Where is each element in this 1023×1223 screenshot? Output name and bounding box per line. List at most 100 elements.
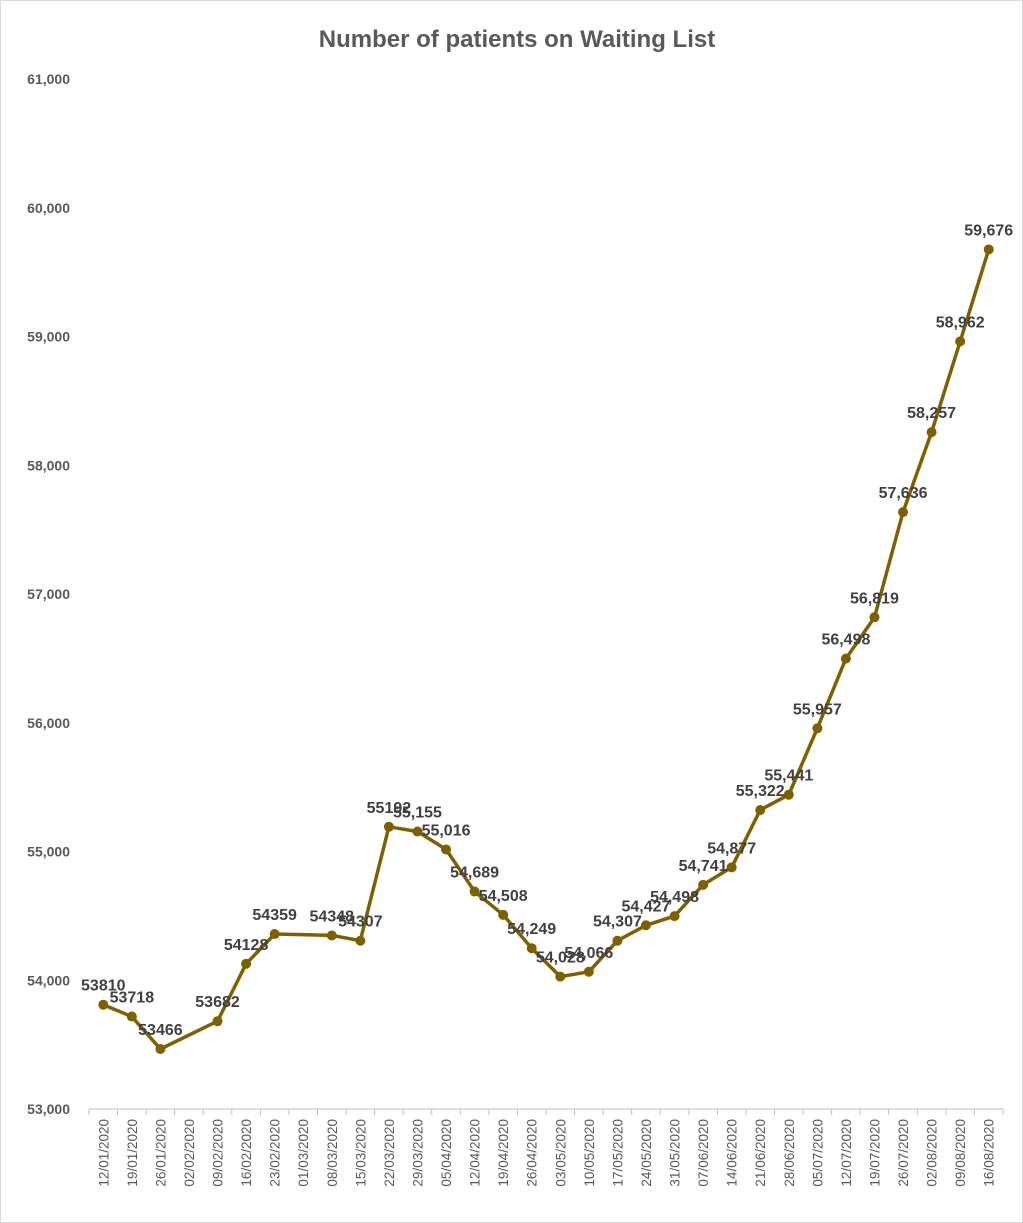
x-tick-label: 07/06/2020 [696,1119,711,1187]
x-tick-label: 05/07/2020 [810,1119,825,1187]
x-tick-label: 15/03/2020 [353,1119,368,1187]
y-tick-label: 54,000 [27,972,70,988]
data-label: 54,427 [622,898,671,915]
data-label: 54359 [252,907,297,924]
data-point [555,971,566,982]
data-point [355,935,366,946]
data-point [212,1016,223,1027]
x-tick-label: 31/05/2020 [668,1119,683,1187]
x-tick-label: 21/06/2020 [753,1119,768,1187]
x-tick-label: 19/01/2020 [125,1119,140,1187]
data-point [526,943,537,954]
x-tick-label: 28/06/2020 [782,1119,797,1187]
data-point [869,612,880,623]
data-label: 55,155 [393,805,442,822]
data-point [469,886,480,897]
data-label: 53718 [110,990,155,1007]
data-label: 55,016 [422,822,471,839]
y-tick-label: 55,000 [27,844,70,860]
x-tick-label: 10/05/2020 [582,1119,597,1187]
data-label: 53810 [81,978,126,995]
x-tick-label: 17/05/2020 [610,1119,625,1187]
data-point [383,821,394,832]
data-label: 57,636 [879,485,928,502]
data-point [612,935,623,946]
data-label: 55,322 [736,783,785,800]
data-label: 55,957 [793,701,842,718]
x-tick-label: 26/07/2020 [896,1119,911,1187]
data-label: 54,741 [679,858,728,875]
data-point [326,930,337,941]
data-point [783,789,794,800]
data-label: 56,498 [821,632,870,649]
data-label: 54,249 [507,921,556,938]
data-label: 54,307 [593,914,642,931]
x-tick-label: 05/04/2020 [439,1119,454,1187]
data-point [640,920,651,931]
y-tick-label: 60,000 [27,200,70,216]
data-label: 58,962 [936,314,985,331]
data-point [840,653,851,664]
data-point [755,805,766,816]
x-tick-label: 01/03/2020 [296,1119,311,1187]
x-tick-label: 24/05/2020 [639,1119,654,1187]
x-tick-label: 16/08/2020 [982,1119,997,1187]
x-tick-label: 16/02/2020 [239,1119,254,1187]
data-label: 55,441 [764,768,813,785]
data-point [726,862,737,873]
data-point [698,879,709,890]
x-tick-label: 09/08/2020 [953,1119,968,1187]
data-point [98,999,109,1010]
data-label: 53682 [195,994,240,1011]
data-label: 59,676 [964,222,1013,239]
x-tick-label: 12/04/2020 [468,1119,483,1187]
data-point [926,427,937,438]
data-point [983,244,994,255]
data-point [955,336,966,347]
y-tick-label: 57,000 [27,586,70,602]
x-tick-label: 08/03/2020 [325,1119,340,1187]
data-point [583,966,594,977]
data-label: 58,257 [907,405,956,422]
x-tick-label: 03/05/2020 [553,1119,568,1187]
data-point [126,1011,137,1022]
y-tick-label: 53,000 [27,1101,70,1117]
x-tick-label: 29/03/2020 [410,1119,425,1187]
y-tick-label: 56,000 [27,715,70,731]
x-tick-label: 02/02/2020 [182,1119,197,1187]
y-tick-label: 58,000 [27,457,70,473]
x-tick-label: 26/01/2020 [153,1119,168,1187]
x-tick-label: 14/06/2020 [725,1119,740,1187]
data-point [669,911,680,922]
data-label: 54307 [338,914,383,931]
data-point [155,1044,166,1055]
series-line [102,248,991,1051]
series-waiting-list [98,244,994,1055]
data-label: 55192 [367,800,412,817]
x-tick-label: 19/07/2020 [867,1119,882,1187]
data-point [812,723,823,734]
chart-title: Number of patients on Waiting List [319,26,715,53]
x-tick-label: 02/08/2020 [925,1119,940,1187]
data-point [498,909,509,920]
x-axis: 12/01/2020 19/01/2020 26/01/2020 02/02/2020… [88,1108,1004,1187]
data-point [441,844,452,855]
data-label: 54348 [310,908,355,925]
data-label: 54128 [224,937,269,954]
data-label: 53466 [138,1022,183,1039]
data-label: 54,028 [536,950,585,967]
data-label: 54,877 [707,840,756,857]
y-tick-label: 61,000 [27,71,70,87]
data-point [269,929,280,940]
data-label: 56,819 [850,590,899,607]
data-label: 54,508 [479,888,528,905]
x-tick-label: 23/02/2020 [268,1119,283,1187]
data-point [412,826,423,837]
x-tick-label: 19/04/2020 [496,1119,511,1187]
x-tick-label: 12/07/2020 [839,1119,854,1187]
y-tick-label: 59,000 [27,329,70,345]
data-point [898,507,909,518]
